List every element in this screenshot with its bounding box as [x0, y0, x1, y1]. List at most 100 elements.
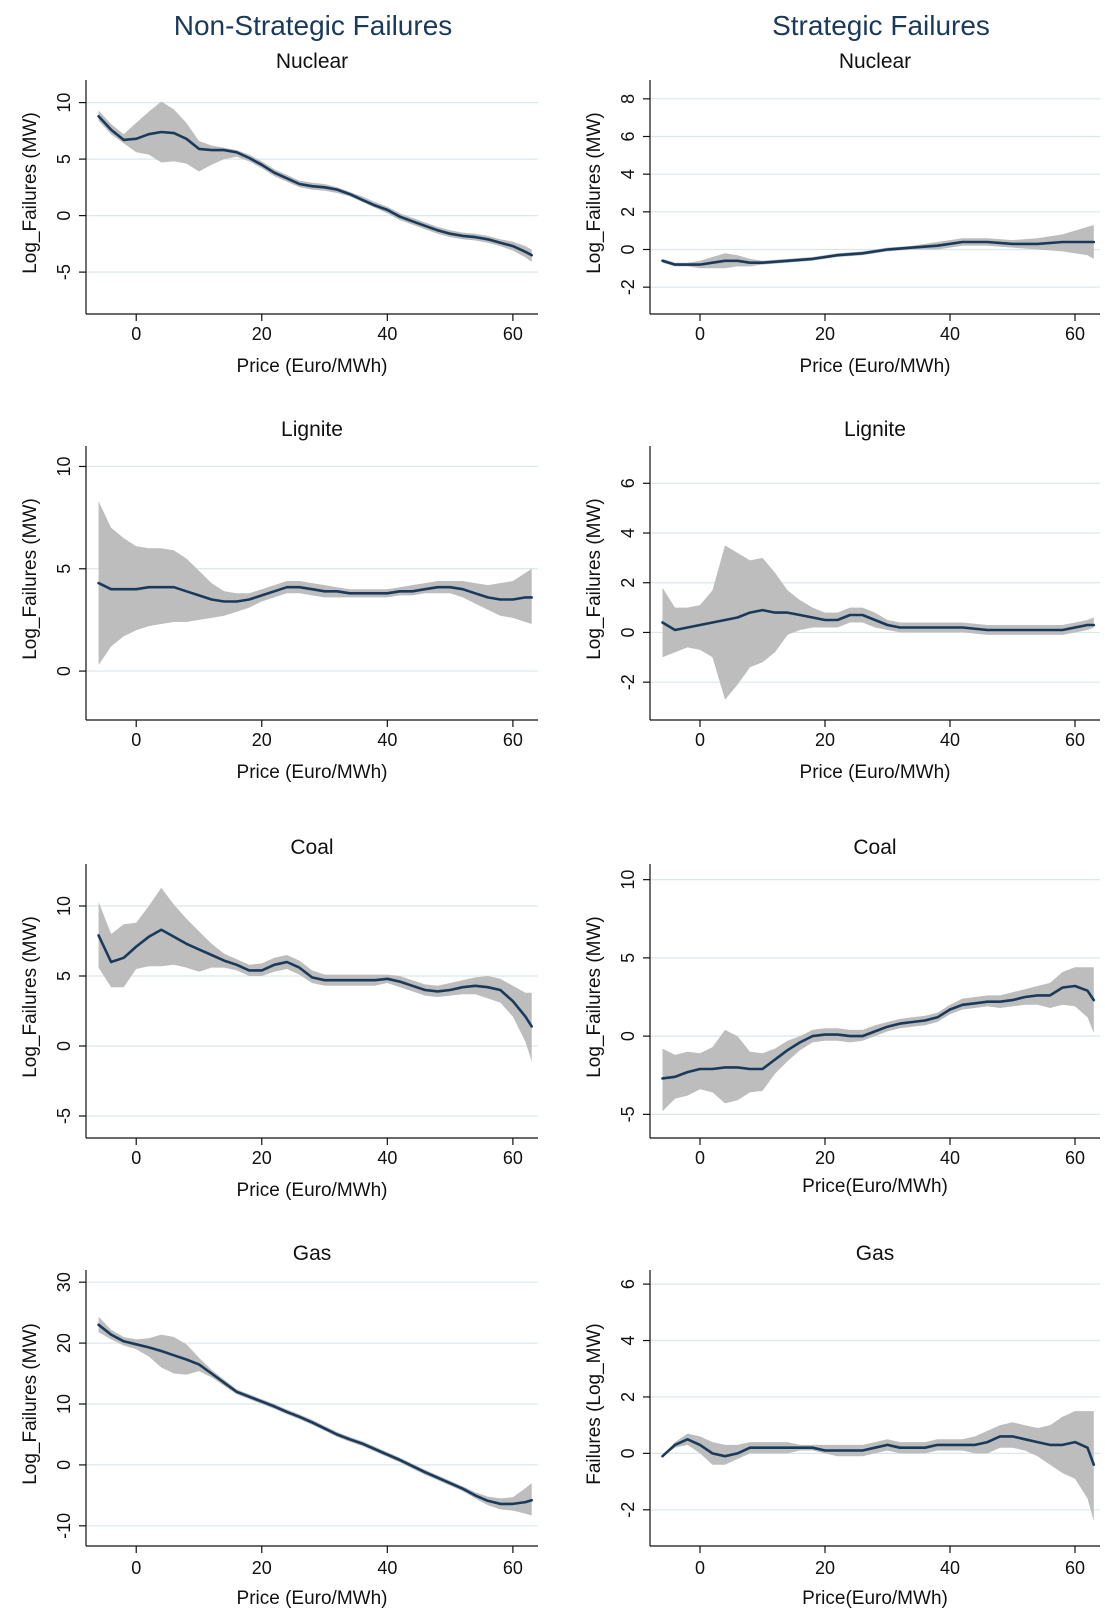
chart-4-xtick-label-1: 20: [252, 1148, 272, 1168]
chart-6-xtick-label-2: 40: [377, 1558, 397, 1578]
chart-4-ytick-label-1: 0: [54, 1041, 74, 1051]
chart-7-ylabel: Failures (Log_MW): [584, 1323, 605, 1485]
chart-0-ytick-label-3: 10: [54, 93, 74, 113]
chart-7-xtick-label-1: 20: [815, 1558, 835, 1578]
chart-7-xtick-label-2: 40: [940, 1558, 960, 1578]
chart-3-ylabel: Log_Failures (MW): [584, 498, 605, 660]
panel-nuclear-non-strategic: -5 0 5 10 0 20 40 60 Nuclear Price (Euro/MWh) Log_…: [20, 50, 538, 377]
chart-1-ylabel: Log_Failures (MW): [584, 112, 605, 274]
chart-5-title: Coal: [853, 836, 896, 859]
chart-1-ytick-label-2: 2: [618, 207, 638, 217]
chart-5-ytick-label-3: 10: [618, 870, 638, 890]
chart-5-ylabel: Log_Failures (MW): [584, 916, 605, 1078]
chart-7-ytick-label-4: 6: [618, 1279, 638, 1289]
chart-0-xtick-label-0: 0: [131, 324, 141, 344]
chart-0-confidence-band: [98, 101, 532, 262]
panel-gas-non-strategic: -10 0 10 20 30 0 20 40 60 Gas Price (Euro/MWh) Log_…: [20, 1242, 538, 1609]
chart-3-ytick-label-3: 4: [618, 528, 638, 538]
chart-2-xtick-label-3: 60: [503, 730, 523, 750]
chart-0-xtick-label-3: 60: [503, 324, 523, 344]
chart-1-xtick-label-1: 20: [815, 324, 835, 344]
chart-0-xlabel: Price (Euro/MWh): [237, 356, 388, 377]
column-title-non-strategic: Non-Strategic Failures: [174, 10, 453, 41]
chart-5-ytick-label-2: 5: [618, 953, 638, 963]
chart-0-ytick-label-0: -5: [54, 264, 74, 280]
chart-0-ylabel: Log_Failures (MW): [20, 112, 41, 274]
chart-2-fit-line: [97, 581, 534, 603]
panel-nuclear-strategic: -2 0 2 4 6 8 0 20 40 60 Nuclear Price (Euro/MWh) Log…: [584, 50, 1100, 377]
chart-0-fit-line: [97, 114, 534, 257]
chart-7-xtick-label-3: 60: [1065, 1558, 1085, 1578]
panel-coal-non-strategic: -5 0 5 10 0 20 40 60 Coal Price (Euro/MWh) Log_Fai…: [20, 836, 538, 1201]
chart-4-xtick-label-2: 40: [377, 1148, 397, 1168]
chart-5-xtick-label-1: 20: [815, 1148, 835, 1168]
chart-3-xlabel: Price (Euro/MWh): [800, 762, 951, 783]
panel-lignite-non-strategic: 0 5 10 0 20 40 60 Lignite Price (Euro/MWh) Log_Fa…: [20, 418, 538, 783]
chart-2-xlabel: Price (Euro/MWh): [237, 762, 388, 783]
chart-1-ytick-label-3: 4: [618, 169, 638, 179]
chart-1-ytick-label-5: 8: [618, 94, 638, 104]
chart-3-title: Lignite: [844, 418, 906, 441]
chart-6-xtick-label-1: 20: [252, 1558, 272, 1578]
panel-coal-strategic: -5 0 5 10 0 20 40 60 Coal Price(Euro/MWh) Log_Fail…: [584, 836, 1100, 1197]
chart-2-ytick-label-1: 5: [54, 564, 74, 574]
chart-3-ytick-label-4: 6: [618, 478, 638, 488]
chart-6-ylabel: Log_Failures (MW): [20, 1323, 41, 1485]
chart-3-ytick-label-1: 0: [618, 627, 638, 637]
chart-2-title: Lignite: [281, 418, 343, 441]
chart-7-xlabel: Price(Euro/MWh): [802, 1588, 948, 1609]
chart-1-xtick-label-3: 60: [1065, 324, 1085, 344]
chart-2-ylabel: Log_Failures (MW): [20, 498, 41, 660]
chart-6-ytick-label-3: 20: [54, 1333, 74, 1353]
chart-7-title: Gas: [856, 1242, 895, 1265]
chart-5-fit-line: [661, 984, 1096, 1080]
chart-0-ytick-label-2: 5: [54, 154, 74, 164]
chart-5-xtick-label-0: 0: [695, 1148, 705, 1168]
chart-7-ytick-label-2: 2: [618, 1392, 638, 1402]
chart-3-xtick-label-3: 60: [1065, 730, 1085, 750]
chart-4-ytick-label-2: 5: [54, 971, 74, 981]
chart-2-xtick-label-1: 20: [252, 730, 272, 750]
chart-4-ytick-label-0: -5: [54, 1108, 74, 1124]
chart-7-ytick-label-0: -2: [618, 1502, 638, 1518]
chart-7-confidence-band: [662, 1411, 1094, 1522]
chart-3-xtick-label-2: 40: [940, 730, 960, 750]
chart-2-ytick-label-2: 10: [54, 456, 74, 476]
chart-4-title: Coal: [290, 836, 333, 859]
chart-2-xtick-label-2: 40: [377, 730, 397, 750]
chart-6-ytick-label-4: 30: [54, 1272, 74, 1292]
chart-5-ytick-label-1: 0: [618, 1031, 638, 1041]
chart-7-fit-line: [661, 1435, 1096, 1466]
chart-4-confidence-band: [98, 887, 532, 1062]
chart-3-fit-line: [661, 608, 1096, 632]
chart-2-ytick-label-0: 0: [54, 666, 74, 676]
chart-4-fit-line: [97, 928, 534, 1028]
chart-7-ytick-label-3: 4: [618, 1336, 638, 1346]
chart-6-ytick-label-2: 10: [54, 1394, 74, 1414]
chart-1-fit-line: [661, 240, 1096, 266]
chart-3-ytick-label-0: -2: [618, 674, 638, 690]
chart-0-title: Nuclear: [276, 50, 348, 73]
chart-1-xlabel: Price (Euro/MWh): [800, 356, 951, 377]
chart-3-xtick-label-1: 20: [815, 730, 835, 750]
chart-1-xtick-label-2: 40: [940, 324, 960, 344]
chart-6-ytick-label-1: 0: [54, 1460, 74, 1470]
chart-1-ytick-label-4: 6: [618, 131, 638, 141]
chart-2-confidence-band: [98, 501, 532, 665]
chart-6-xtick-label-0: 0: [131, 1558, 141, 1578]
chart-4-ylabel: Log_Failures (MW): [20, 916, 41, 1078]
chart-0-xtick-label-1: 20: [252, 324, 272, 344]
chart-6-fit-line: [97, 1323, 534, 1506]
chart-6-confidence-band: [98, 1316, 532, 1516]
chart-6-xlabel: Price (Euro/MWh): [237, 1588, 388, 1609]
chart-0-ytick-label-1: 0: [54, 211, 74, 221]
chart-7-ytick-label-1: 0: [618, 1448, 638, 1458]
chart-5-xtick-label-2: 40: [940, 1148, 960, 1168]
chart-3-ytick-label-2: 2: [618, 578, 638, 588]
chart-1-title: Nuclear: [839, 50, 911, 73]
chart-4-xtick-label-3: 60: [503, 1148, 523, 1168]
chart-6-title: Gas: [293, 1242, 332, 1265]
chart-4-ytick-label-3: 10: [54, 896, 74, 916]
